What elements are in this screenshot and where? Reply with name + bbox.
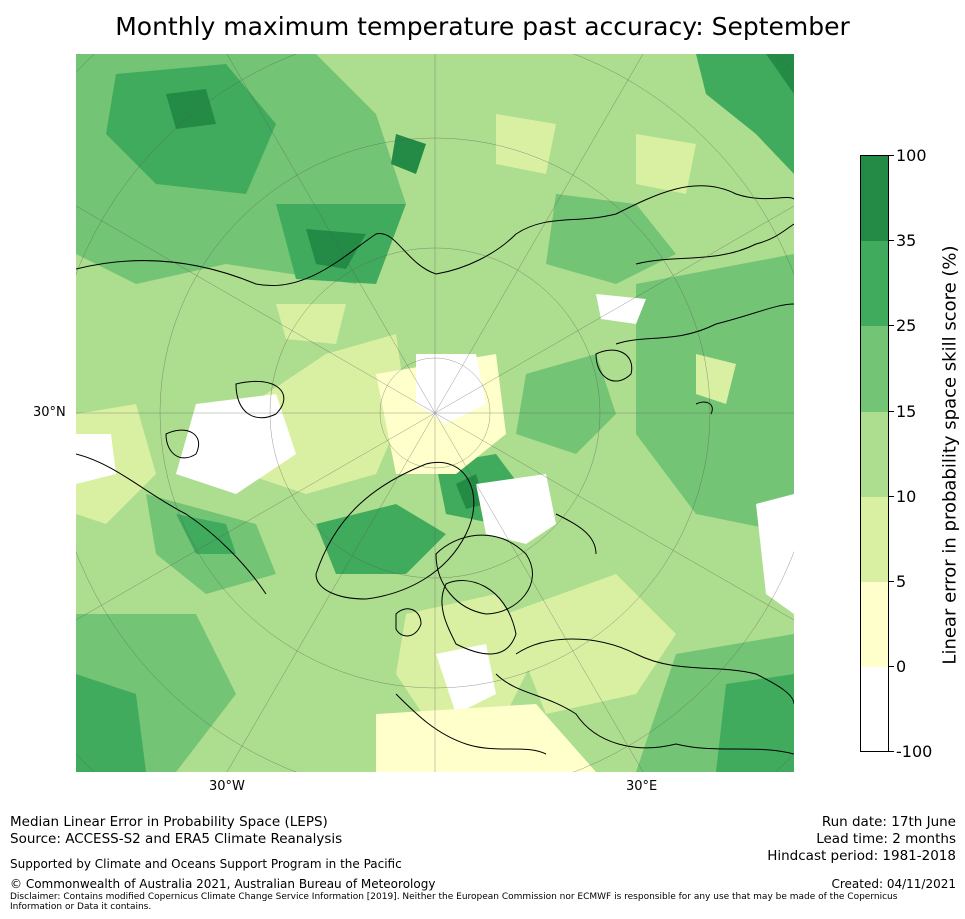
skill-score-field [76, 54, 794, 772]
map-title: Monthly maximum temperature past accurac… [115, 12, 850, 41]
colorbar-band-10-15 [861, 412, 888, 497]
colorbar-band-0-5 [861, 582, 888, 667]
source-text: Source: ACCESS-S2 and ERA5 Climate Reana… [10, 831, 343, 847]
colorbar-tick [889, 411, 894, 412]
lat-label-30n: 30°N [33, 405, 66, 420]
colorbar [860, 155, 889, 752]
colorbar-label: 25 [896, 316, 917, 335]
lon-label-30w: 30°W [209, 779, 245, 794]
colorbar-label: 15 [896, 402, 917, 421]
colorbar-title: Linear error in probability space skill … [939, 245, 961, 665]
support-text: Supported by Climate and Oceans Support … [10, 857, 402, 871]
run-date: Run date: 17th June [821, 814, 956, 830]
footer-left: Median Linear Error in Probability Space… [10, 814, 342, 848]
colorbar-band-5-10 [861, 497, 888, 582]
graticule [76, 54, 794, 772]
colorbar-tick [889, 325, 894, 326]
footer-right: Run date: 17th June Lead time: 2 months … [767, 814, 956, 865]
colorbar-tick [889, 240, 894, 241]
colorbar-tick [889, 751, 894, 752]
colorbar-label: 5 [896, 572, 907, 591]
colorbar-tick [889, 581, 894, 582]
colorbar-label: 0 [896, 657, 907, 676]
lead-time: Lead time: 2 months [816, 831, 956, 847]
colorbar-band-25-35 [861, 241, 888, 326]
colorbar-label: -100 [896, 742, 933, 761]
colorbar-band-15-25 [861, 326, 888, 412]
method-text: Median Linear Error in Probability Space… [10, 814, 328, 830]
colorbar-band-neg100-0 [861, 667, 888, 751]
copyright-text: © Commonwealth of Australia 2021, Austra… [10, 877, 436, 891]
colorbar-label: 100 [896, 146, 927, 165]
colorbar-tick [889, 496, 894, 497]
colorbar-tick [889, 155, 894, 156]
colorbar-band-35-100 [861, 156, 888, 241]
colorbar-tick [889, 666, 894, 667]
colorbar-label: 35 [896, 231, 917, 250]
coastlines [76, 185, 794, 755]
colorbar-label: 10 [896, 487, 917, 506]
disclaimer-text: Disclaimer: Contains modified Copernicus… [10, 892, 898, 912]
hindcast-period: Hindcast period: 1981-2018 [767, 848, 956, 864]
lon-label-30e: 30°E [626, 779, 658, 794]
created-date: Created: 04/11/2021 [831, 877, 956, 891]
polar-map [76, 54, 794, 772]
